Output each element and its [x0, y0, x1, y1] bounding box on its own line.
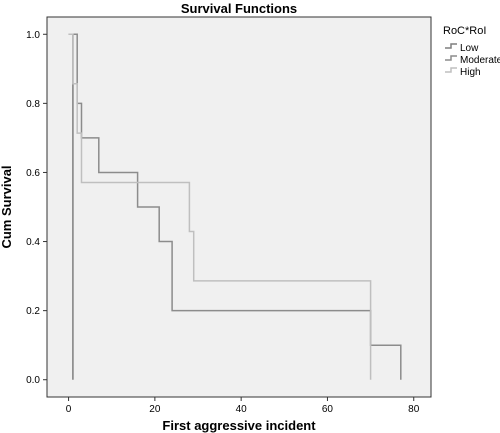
x-tick-label: 0 [66, 404, 72, 415]
ticks: 0 20 40 60 80 0.0 0.2 0.4 0.6 0.8 1.0 [26, 30, 420, 415]
y-axis-label: Cum Survival [0, 165, 14, 248]
series-line-high [68, 33, 372, 380]
y-tick-label: 0.8 [26, 99, 40, 110]
x-tick-label: 20 [149, 404, 161, 415]
y-tick-label: 0.2 [26, 306, 40, 317]
legend-symbol-low [445, 43, 457, 49]
y-tick-label: 0.4 [26, 237, 40, 248]
x-tick-label: 60 [322, 404, 334, 415]
x-tick-label: 80 [408, 404, 420, 415]
y-tick-label: 0.0 [26, 375, 40, 386]
legend-symbol-moderate [445, 55, 457, 61]
x-tick-label: 40 [236, 404, 248, 415]
chart-title: Survival Functions [181, 1, 297, 16]
series-lines [68, 33, 402, 380]
plot-area [46, 16, 432, 398]
y-tick-label: 0.6 [26, 168, 40, 179]
legend-symbol-high [445, 67, 457, 73]
legend-label-moderate: Moderate [460, 55, 500, 66]
y-tick-label: 1.0 [26, 30, 40, 41]
legend-label-high: High [460, 67, 481, 78]
x-axis-label: First aggressive incident [162, 418, 316, 433]
legend-label-low: Low [460, 43, 479, 54]
legend-title: RoC*RoI [443, 25, 486, 37]
